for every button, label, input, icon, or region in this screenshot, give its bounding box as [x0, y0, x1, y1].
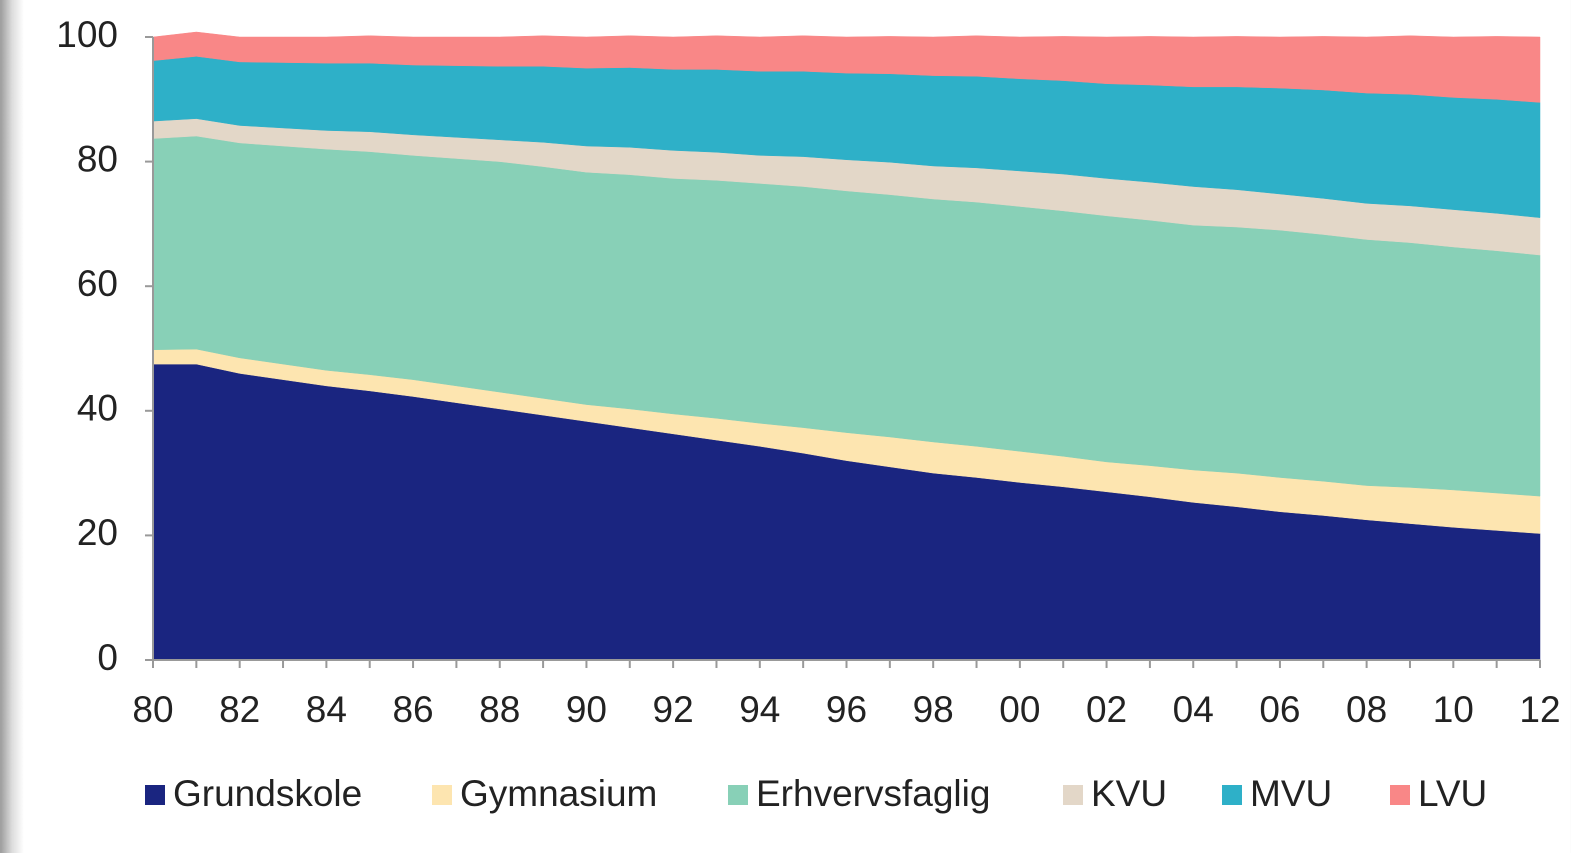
x-tick-label: 82: [219, 689, 260, 730]
x-tick-label: 98: [913, 689, 954, 730]
y-tick-label: 40: [77, 388, 118, 429]
x-tick-label: 88: [479, 689, 520, 730]
x-tick-label: 12: [1519, 689, 1560, 730]
x-tick-label: 00: [999, 689, 1040, 730]
page: 0 20 40 60 80 100 80 82 84 86 88 90 92 94 96 98 00 02 04 06…: [0, 0, 1571, 848]
y-tick-label: 80: [77, 138, 118, 179]
x-tick-label: 10: [1433, 689, 1474, 730]
x-tick-label: 92: [653, 689, 694, 730]
legend-label: Erhvervsfaglig: [756, 773, 990, 814]
legend-label: LVU: [1418, 773, 1487, 814]
y-tick-label: 20: [77, 512, 118, 553]
x-tick-label: 80: [132, 689, 173, 730]
chart: 0 20 40 60 80 100 80 82 84 86 88 90 92 94 96 98 00 02 04 06…: [0, 0, 1571, 848]
legend-label: Gymnasium: [460, 773, 657, 814]
x-tick-label: 86: [392, 689, 433, 730]
x-tick-label: 04: [1173, 689, 1214, 730]
legend-swatch: [1222, 785, 1242, 805]
x-tick-label: 08: [1346, 689, 1387, 730]
legend-swatch: [728, 785, 748, 805]
x-tick-label: 96: [826, 689, 867, 730]
y-tick-label: 0: [97, 637, 118, 678]
legend-swatch: [145, 785, 165, 805]
y-tick-label: 100: [56, 14, 118, 55]
legend-label: MVU: [1250, 773, 1332, 814]
y-tick-label: 60: [77, 263, 118, 304]
x-tick-label: 94: [739, 689, 780, 730]
x-tick-label: 90: [566, 689, 607, 730]
x-tick-label: 84: [306, 689, 347, 730]
legend-label: Grundskole: [173, 773, 362, 814]
x-tick-label: 06: [1259, 689, 1300, 730]
x-tick-label: 02: [1086, 689, 1127, 730]
legend-swatch: [1390, 785, 1410, 805]
legend-label: KVU: [1091, 773, 1167, 814]
legend-swatch: [432, 785, 452, 805]
legend-swatch: [1063, 785, 1083, 805]
